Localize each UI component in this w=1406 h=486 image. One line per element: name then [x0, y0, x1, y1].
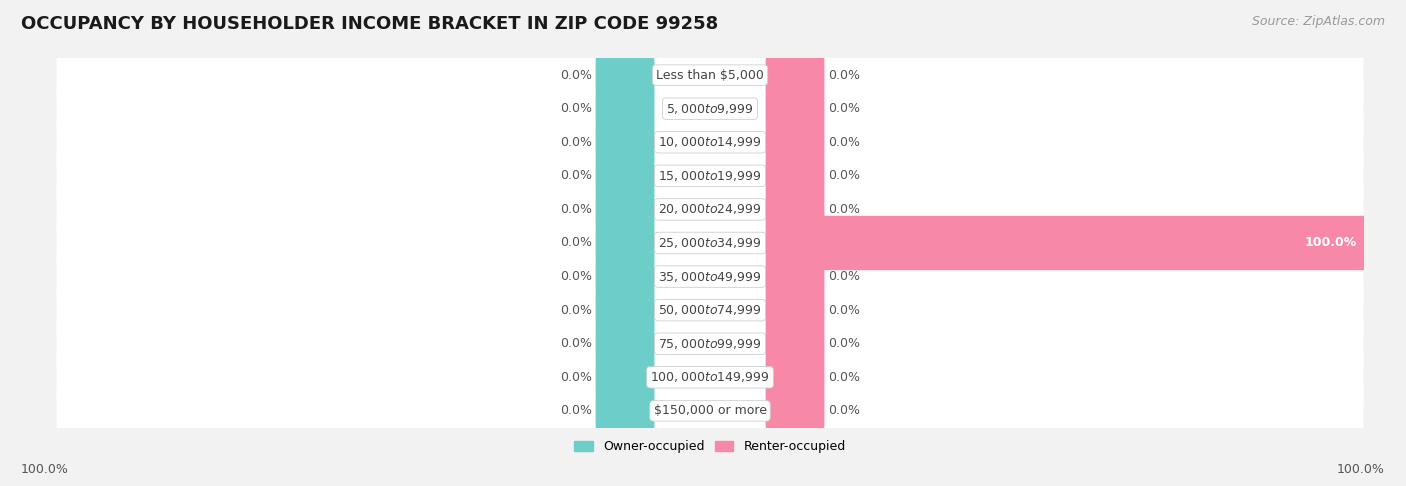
Text: 0.0%: 0.0%	[828, 203, 859, 216]
Text: $75,000 to $99,999: $75,000 to $99,999	[658, 337, 762, 351]
Text: 100.0%: 100.0%	[21, 463, 69, 476]
Text: 0.0%: 0.0%	[561, 237, 592, 249]
Text: 0.0%: 0.0%	[561, 337, 592, 350]
FancyBboxPatch shape	[766, 82, 824, 136]
FancyBboxPatch shape	[596, 249, 654, 304]
FancyBboxPatch shape	[56, 247, 1364, 306]
FancyBboxPatch shape	[766, 283, 824, 337]
FancyBboxPatch shape	[56, 180, 1364, 239]
Text: 0.0%: 0.0%	[561, 136, 592, 149]
Text: 0.0%: 0.0%	[561, 270, 592, 283]
FancyBboxPatch shape	[56, 214, 1364, 272]
FancyBboxPatch shape	[766, 249, 824, 304]
FancyBboxPatch shape	[56, 246, 1364, 307]
Text: 0.0%: 0.0%	[561, 102, 592, 115]
FancyBboxPatch shape	[596, 383, 654, 438]
Text: 0.0%: 0.0%	[828, 169, 859, 182]
FancyBboxPatch shape	[596, 216, 654, 270]
Text: 0.0%: 0.0%	[561, 304, 592, 317]
Text: 0.0%: 0.0%	[561, 404, 592, 417]
FancyBboxPatch shape	[56, 179, 1364, 240]
FancyBboxPatch shape	[56, 112, 1364, 173]
FancyBboxPatch shape	[56, 146, 1364, 206]
Text: $15,000 to $19,999: $15,000 to $19,999	[658, 169, 762, 183]
Text: Less than $5,000: Less than $5,000	[657, 69, 763, 82]
FancyBboxPatch shape	[766, 48, 824, 103]
Text: $150,000 or more: $150,000 or more	[654, 404, 766, 417]
Text: $50,000 to $74,999: $50,000 to $74,999	[658, 303, 762, 317]
Text: 100.0%: 100.0%	[1337, 463, 1385, 476]
FancyBboxPatch shape	[56, 313, 1364, 374]
Legend: Owner-occupied, Renter-occupied: Owner-occupied, Renter-occupied	[569, 435, 851, 458]
Text: 0.0%: 0.0%	[828, 371, 859, 384]
Text: 0.0%: 0.0%	[561, 69, 592, 82]
Text: 0.0%: 0.0%	[561, 371, 592, 384]
FancyBboxPatch shape	[56, 314, 1364, 373]
Text: Source: ZipAtlas.com: Source: ZipAtlas.com	[1251, 15, 1385, 28]
Text: $35,000 to $49,999: $35,000 to $49,999	[658, 270, 762, 283]
FancyBboxPatch shape	[596, 48, 654, 103]
Text: 0.0%: 0.0%	[561, 169, 592, 182]
Text: 0.0%: 0.0%	[828, 136, 859, 149]
Text: 0.0%: 0.0%	[828, 304, 859, 317]
FancyBboxPatch shape	[596, 316, 654, 371]
FancyBboxPatch shape	[766, 182, 824, 237]
FancyBboxPatch shape	[596, 283, 654, 337]
Text: $5,000 to $9,999: $5,000 to $9,999	[666, 102, 754, 116]
FancyBboxPatch shape	[56, 382, 1364, 440]
Text: $100,000 to $149,999: $100,000 to $149,999	[651, 370, 769, 384]
Text: OCCUPANCY BY HOUSEHOLDER INCOME BRACKET IN ZIP CODE 99258: OCCUPANCY BY HOUSEHOLDER INCOME BRACKET …	[21, 15, 718, 33]
FancyBboxPatch shape	[56, 80, 1364, 138]
FancyBboxPatch shape	[766, 216, 1406, 270]
Text: $25,000 to $34,999: $25,000 to $34,999	[658, 236, 762, 250]
FancyBboxPatch shape	[766, 383, 824, 438]
FancyBboxPatch shape	[56, 213, 1364, 273]
FancyBboxPatch shape	[596, 149, 654, 203]
Text: 100.0%: 100.0%	[1305, 237, 1357, 249]
FancyBboxPatch shape	[56, 45, 1364, 105]
FancyBboxPatch shape	[596, 115, 654, 170]
Text: 0.0%: 0.0%	[828, 69, 859, 82]
Text: 0.0%: 0.0%	[828, 404, 859, 417]
Text: 0.0%: 0.0%	[828, 270, 859, 283]
FancyBboxPatch shape	[766, 149, 824, 203]
FancyBboxPatch shape	[56, 78, 1364, 139]
Text: 0.0%: 0.0%	[828, 337, 859, 350]
FancyBboxPatch shape	[56, 113, 1364, 172]
FancyBboxPatch shape	[766, 115, 824, 170]
Text: $20,000 to $24,999: $20,000 to $24,999	[658, 203, 762, 216]
FancyBboxPatch shape	[56, 147, 1364, 205]
FancyBboxPatch shape	[766, 350, 824, 404]
FancyBboxPatch shape	[766, 316, 824, 371]
FancyBboxPatch shape	[596, 182, 654, 237]
Text: 0.0%: 0.0%	[561, 203, 592, 216]
Text: $10,000 to $14,999: $10,000 to $14,999	[658, 135, 762, 149]
Text: 0.0%: 0.0%	[828, 102, 859, 115]
FancyBboxPatch shape	[56, 381, 1364, 441]
FancyBboxPatch shape	[596, 350, 654, 404]
FancyBboxPatch shape	[596, 82, 654, 136]
FancyBboxPatch shape	[56, 280, 1364, 340]
FancyBboxPatch shape	[56, 281, 1364, 339]
FancyBboxPatch shape	[56, 347, 1364, 408]
FancyBboxPatch shape	[56, 46, 1364, 104]
FancyBboxPatch shape	[56, 348, 1364, 406]
